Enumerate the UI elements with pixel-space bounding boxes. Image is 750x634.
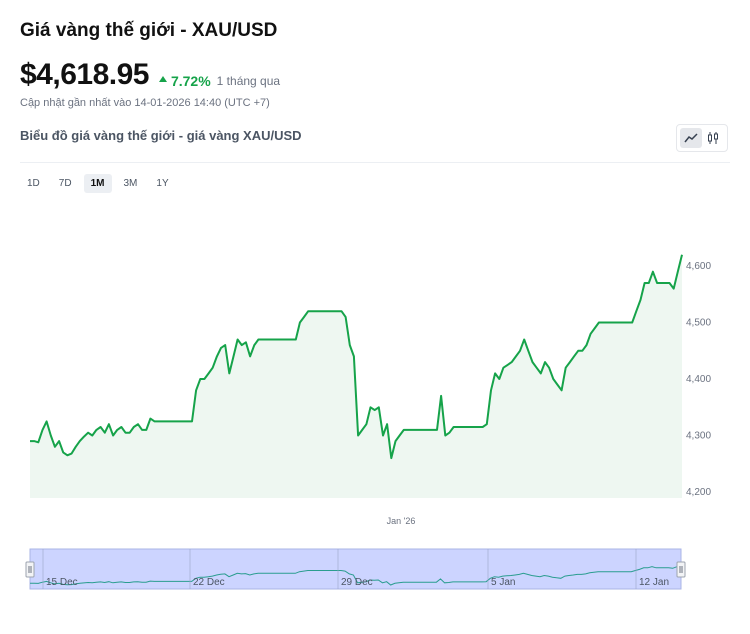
navigator-left-handle[interactable] xyxy=(26,562,34,577)
navigator[interactable]: 15 Dec 22 Dec 29 Dec 5 Jan 12 Jan xyxy=(26,549,685,589)
navigator-date-label: 5 Jan xyxy=(491,577,515,588)
y-axis: 4,200 4,300 4,400 4,500 4,600 xyxy=(686,261,711,498)
navigator-date-label: 29 Dec xyxy=(341,577,373,588)
area-fill xyxy=(30,255,682,498)
y-tick-label: 4,300 xyxy=(686,431,711,442)
x-axis-label: Jan '26 xyxy=(387,516,416,526)
y-tick-label: 4,200 xyxy=(686,487,711,498)
navigator-date-label: 15 Dec xyxy=(46,577,78,588)
plot-area xyxy=(30,255,682,498)
handle-body xyxy=(677,562,685,577)
navigator-right-handle[interactable] xyxy=(677,562,685,577)
y-tick-label: 4,600 xyxy=(686,261,711,272)
y-tick-label: 4,500 xyxy=(686,318,711,329)
handle-body xyxy=(26,562,34,577)
navigator-date-label: 22 Dec xyxy=(193,577,225,588)
navigator-date-label: 12 Jan xyxy=(639,577,669,588)
y-tick-label: 4,400 xyxy=(686,374,711,385)
